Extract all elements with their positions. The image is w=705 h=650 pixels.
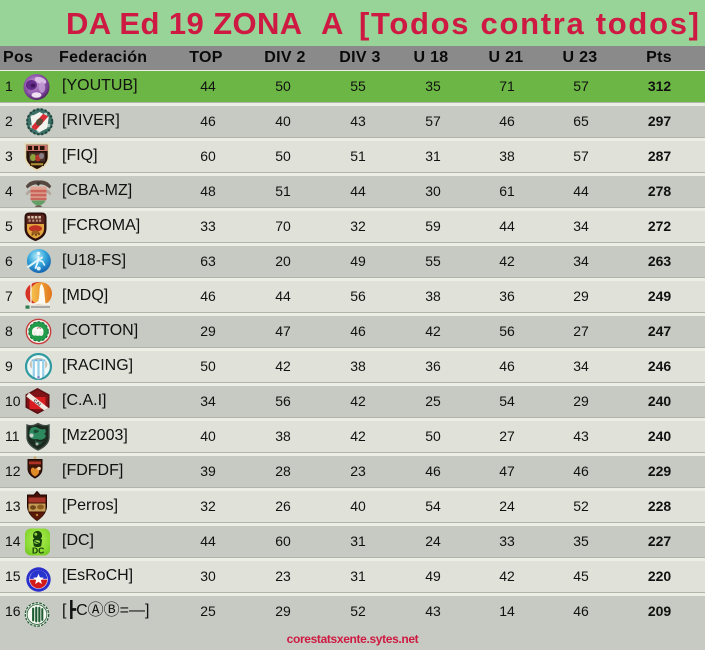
svg-text:DC: DC — [32, 546, 44, 556]
svg-text:CAI: CAI — [33, 398, 42, 407]
